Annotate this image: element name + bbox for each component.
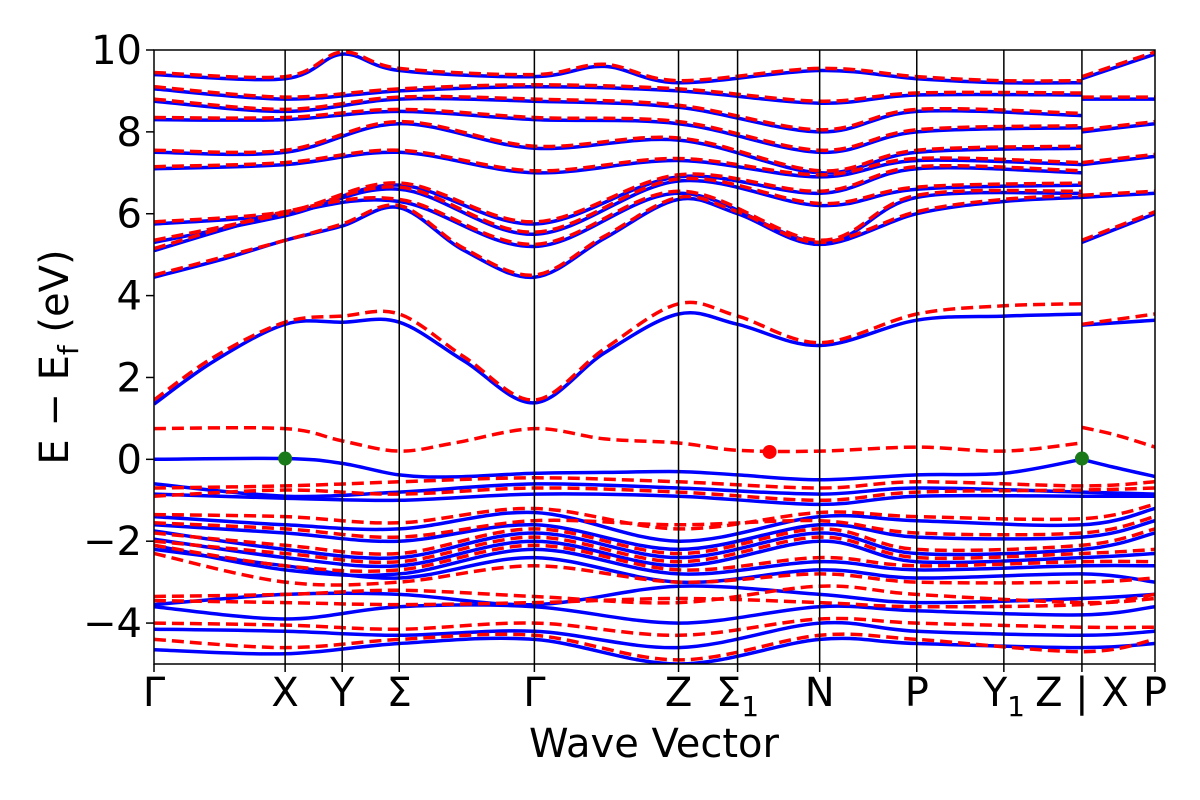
band-line-dashed — [1081, 119, 1155, 132]
band-line-solid — [154, 492, 1155, 507]
band-line-solid — [154, 96, 1082, 134]
band-line-solid — [1081, 52, 1155, 81]
band-line-solid — [1081, 121, 1155, 134]
extrema-markers — [278, 444, 1089, 466]
x-tick-label: Σ — [387, 670, 412, 716]
band-line-dashed — [154, 148, 1082, 177]
band-line-dashed — [154, 502, 1155, 531]
plot-frame — [153, 49, 1156, 665]
band-line-dashed — [154, 94, 1082, 132]
x-tick-label: Γ — [143, 670, 166, 716]
band-line-dashed — [1081, 152, 1155, 165]
x-tick-label: Z — [665, 670, 692, 716]
y-tick-label: 2 — [117, 355, 142, 401]
band-line-dashed — [154, 486, 1155, 503]
band-line-solid — [154, 109, 1082, 155]
band-line-solid — [154, 456, 1083, 482]
band-line-dashed — [154, 193, 1082, 277]
band-line-dashed — [154, 514, 1155, 540]
cbm-marker — [762, 444, 777, 459]
y-tick-label: 10 — [91, 28, 142, 74]
band-line-dashed — [154, 50, 1082, 83]
y-tick-label: 6 — [117, 192, 142, 238]
x-tick-label: X — [271, 670, 298, 716]
band-line-solid — [1081, 212, 1155, 245]
x-axis-ticks: Γ X Y Σ Γ Z Σ1 N P Y1 Z | X P — [143, 664, 1167, 723]
band-line-solid — [1081, 191, 1155, 200]
band-line-solid — [154, 311, 1082, 406]
band-line-solid — [154, 620, 1155, 650]
y-tick-label: −4 — [83, 601, 142, 647]
x-tick-label: Σ1 — [716, 670, 759, 723]
band-line-dashed — [1081, 312, 1155, 327]
band-line-dashed — [154, 300, 1082, 402]
x-tick-label: P — [905, 670, 929, 716]
band-line-solid — [154, 85, 1082, 105]
vbm-marker — [1074, 451, 1089, 466]
band-line-dashed — [154, 584, 1155, 605]
band-line-dashed — [154, 119, 1082, 173]
band-line-dashed — [154, 476, 1155, 490]
y-tick-label: 8 — [117, 110, 142, 156]
band-line-solid — [1081, 154, 1155, 167]
band-line-dashed — [154, 551, 1155, 587]
x-tick-label: Γ — [523, 670, 546, 716]
y-tick-label: 0 — [117, 437, 142, 483]
x-tick-label: Z | X — [1035, 670, 1129, 716]
band-line-dashed — [154, 163, 1082, 224]
y-axis-title: E − Ef (eV) — [32, 249, 85, 464]
x-tick-label: Y — [329, 670, 355, 716]
band-line-solid — [1081, 457, 1155, 479]
band-line-dashed — [154, 632, 1155, 662]
band-line-solid — [154, 603, 1155, 625]
band-line-solid — [154, 543, 1155, 578]
band-line-dashed — [1081, 210, 1155, 242]
band-line-dashed — [154, 425, 1083, 454]
y-axis-ticks: −4 −2 0 2 4 6 8 10 — [83, 28, 154, 647]
x-tick-label: P — [1143, 670, 1167, 716]
x-tick-label: N — [805, 670, 835, 716]
band-line-dashed — [154, 188, 1082, 251]
band-line-dashed — [154, 543, 1155, 574]
band-lines — [154, 50, 1155, 664]
band-line-solid — [154, 150, 1082, 179]
vbm-marker — [278, 451, 293, 466]
band-line-dashed — [154, 592, 1155, 609]
band-line-dashed — [154, 83, 1082, 103]
band-line-dashed — [1081, 50, 1155, 79]
x-tick-label: Y1 — [982, 670, 1025, 723]
band-line-dashed — [1081, 189, 1155, 198]
band-line-solid — [154, 121, 1082, 175]
y-tick-label: −2 — [83, 519, 142, 565]
high-symmetry-lines — [284, 50, 1083, 664]
y-tick-label: 4 — [117, 274, 142, 320]
band-line-dashed — [154, 107, 1082, 153]
x-axis-title: Wave Vector — [529, 721, 780, 767]
band-line-dashed — [1081, 425, 1155, 449]
band-line-solid — [154, 636, 1155, 664]
band-line-solid — [154, 506, 1155, 543]
band-line-dashed — [154, 616, 1155, 638]
